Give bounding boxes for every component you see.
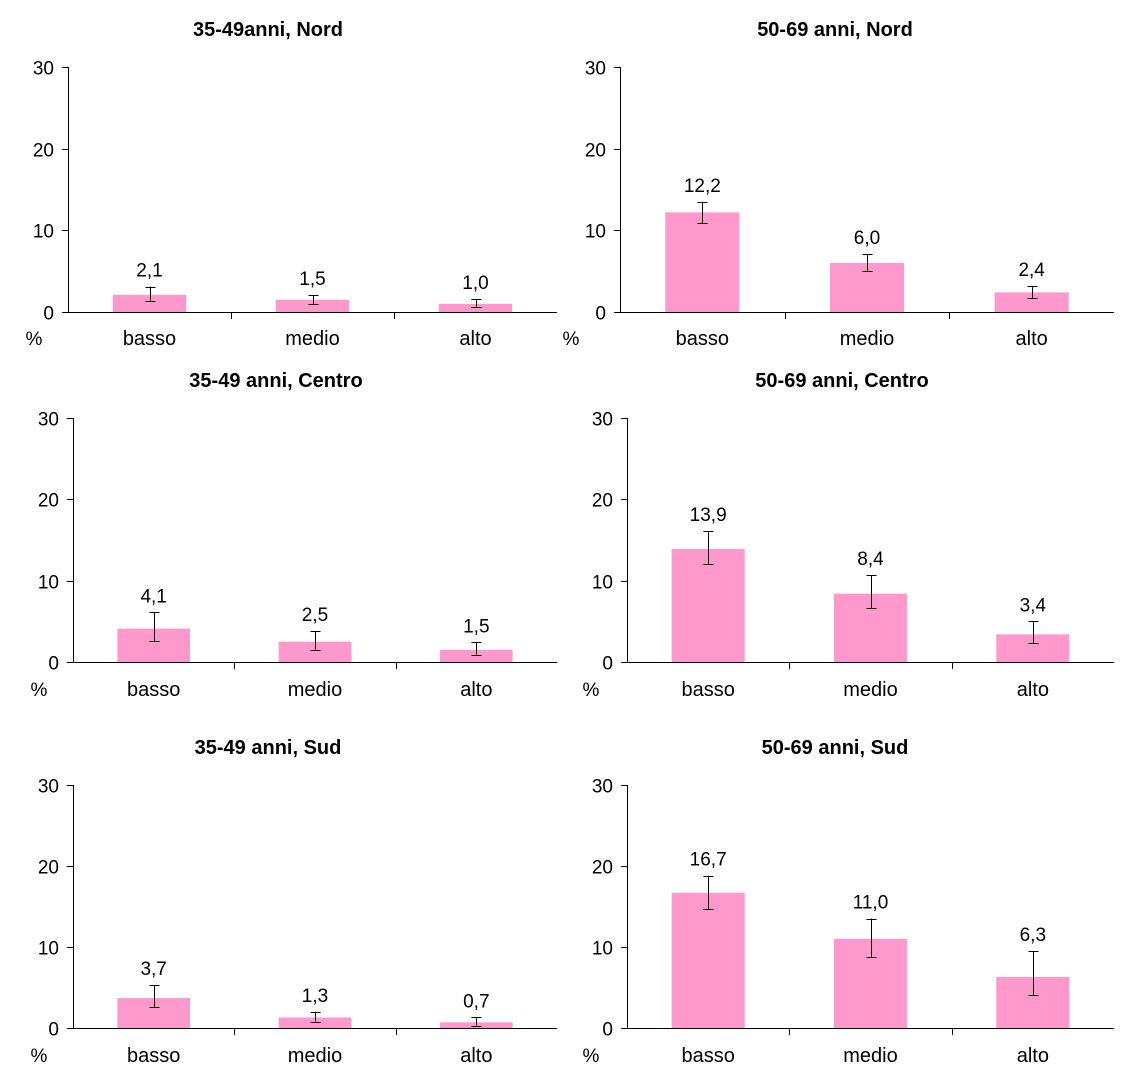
- y-axis-unit: %: [563, 329, 580, 350]
- bar: [996, 634, 1070, 662]
- category-label: basso: [127, 1045, 180, 1065]
- data-label: 1,5: [299, 269, 325, 290]
- bar: [671, 892, 745, 1028]
- bar: [833, 593, 908, 662]
- y-tick-label: 20: [592, 491, 613, 512]
- data-label: 4,1: [140, 586, 166, 607]
- data-label: 6,0: [854, 228, 880, 249]
- category-label: alto: [1016, 328, 1048, 350]
- data-label: 13,9: [690, 505, 727, 526]
- y-tick-label: 10: [38, 939, 59, 960]
- chart-title: 50-69 anni, Nord: [757, 19, 913, 41]
- data-label: 8,4: [857, 549, 884, 570]
- category-label: medio: [843, 679, 897, 701]
- y-axis-unit: %: [583, 680, 600, 701]
- chart-panel: 35-49 anni, Sud 0 10 20 30% 3,7 basso 1,3 medio 0…: [31, 737, 557, 1065]
- data-label: 1,3: [302, 986, 328, 1007]
- category-label: basso: [127, 679, 180, 701]
- data-label: 16,7: [690, 850, 727, 871]
- y-tick-label: 10: [592, 939, 613, 960]
- category-label: alto: [459, 328, 491, 350]
- category-label: alto: [1017, 1045, 1049, 1065]
- y-tick-label: 0: [602, 1020, 613, 1041]
- y-tick-label: 0: [48, 1020, 59, 1041]
- bar: [278, 641, 352, 662]
- y-axis-unit: %: [31, 1046, 48, 1065]
- y-tick-label: 10: [592, 573, 613, 594]
- bar: [117, 998, 190, 1028]
- y-axis-unit: %: [26, 329, 43, 350]
- category-label: medio: [285, 328, 339, 350]
- data-label: 12,2: [684, 176, 721, 197]
- category-label: medio: [288, 679, 342, 701]
- chart-title: 50-69 anni, Sud: [762, 737, 909, 759]
- bar: [994, 292, 1069, 312]
- y-tick-label: 0: [595, 304, 606, 325]
- y-tick-label: 20: [38, 858, 59, 879]
- y-tick-label: 30: [38, 410, 59, 431]
- chart-panel: 35-49anni, Nord 0 10 20 30% 2,1 basso 1,5 medio 1…: [26, 19, 557, 350]
- chart-title: 35-49 anni, Sud: [195, 737, 342, 759]
- bar: [275, 299, 350, 312]
- y-axis-unit: %: [31, 680, 48, 701]
- category-label: alto: [460, 1045, 492, 1065]
- y-tick-label: 10: [33, 222, 54, 243]
- y-tick-label: 0: [48, 654, 59, 675]
- data-label: 3,7: [140, 959, 166, 980]
- bar: [117, 628, 190, 662]
- category-label: basso: [681, 1045, 734, 1065]
- y-tick-label: 30: [592, 777, 613, 798]
- category-label: medio: [288, 1045, 342, 1065]
- y-tick-label: 20: [33, 141, 54, 162]
- data-label: 2,5: [302, 605, 328, 626]
- data-label: 1,0: [462, 273, 488, 294]
- chart-title: 35-49anni, Nord: [193, 19, 343, 41]
- y-tick-label: 30: [585, 59, 606, 80]
- y-tick-label: 0: [43, 304, 54, 325]
- bar: [112, 294, 187, 312]
- category-label: basso: [123, 328, 176, 350]
- y-tick-label: 10: [38, 573, 59, 594]
- data-label: 11,0: [853, 893, 889, 914]
- y-tick-label: 20: [585, 141, 606, 162]
- bar: [996, 976, 1070, 1028]
- bar: [833, 938, 908, 1028]
- category-label: alto: [460, 679, 492, 701]
- y-tick-label: 30: [592, 410, 613, 431]
- category-label: basso: [676, 328, 729, 350]
- chart-panel: 35-49 anni, Centro 0 10 20 30% 4,1 basso 2,5 med…: [31, 370, 557, 701]
- data-label: 1,5: [463, 616, 489, 637]
- category-label: alto: [1017, 679, 1049, 701]
- category-label: medio: [843, 1045, 897, 1065]
- y-axis-unit: %: [583, 1046, 600, 1065]
- data-label: 2,4: [1018, 260, 1045, 281]
- bar: [665, 212, 740, 312]
- data-label: 6,3: [1020, 925, 1046, 946]
- y-tick-label: 0: [602, 654, 613, 675]
- y-tick-label: 30: [38, 777, 59, 798]
- chart-panel: 50-69 anni, Sud 0 10 20 30% 16,7 basso 11,0 medi…: [583, 737, 1114, 1065]
- bar: [671, 548, 745, 662]
- chart-panel: 50-69 anni, Nord 0 10 20 30% 12,2 basso 6,0 medi…: [563, 19, 1114, 350]
- y-tick-label: 30: [33, 59, 54, 80]
- y-tick-label: 20: [592, 858, 613, 879]
- chart-title: 50-69 anni, Centro: [755, 370, 928, 392]
- category-label: basso: [681, 679, 734, 701]
- chart-title: 35-49 anni, Centro: [189, 370, 362, 392]
- data-label: 2,1: [136, 261, 162, 282]
- data-label: 3,4: [1020, 595, 1047, 616]
- y-tick-label: 10: [585, 222, 606, 243]
- category-label: medio: [840, 328, 894, 350]
- chart-panel: 50-69 anni, Centro 0 10 20 30% 13,9 basso 8,4 me…: [583, 370, 1114, 701]
- y-tick-label: 20: [38, 491, 59, 512]
- data-label: 0,7: [463, 991, 489, 1012]
